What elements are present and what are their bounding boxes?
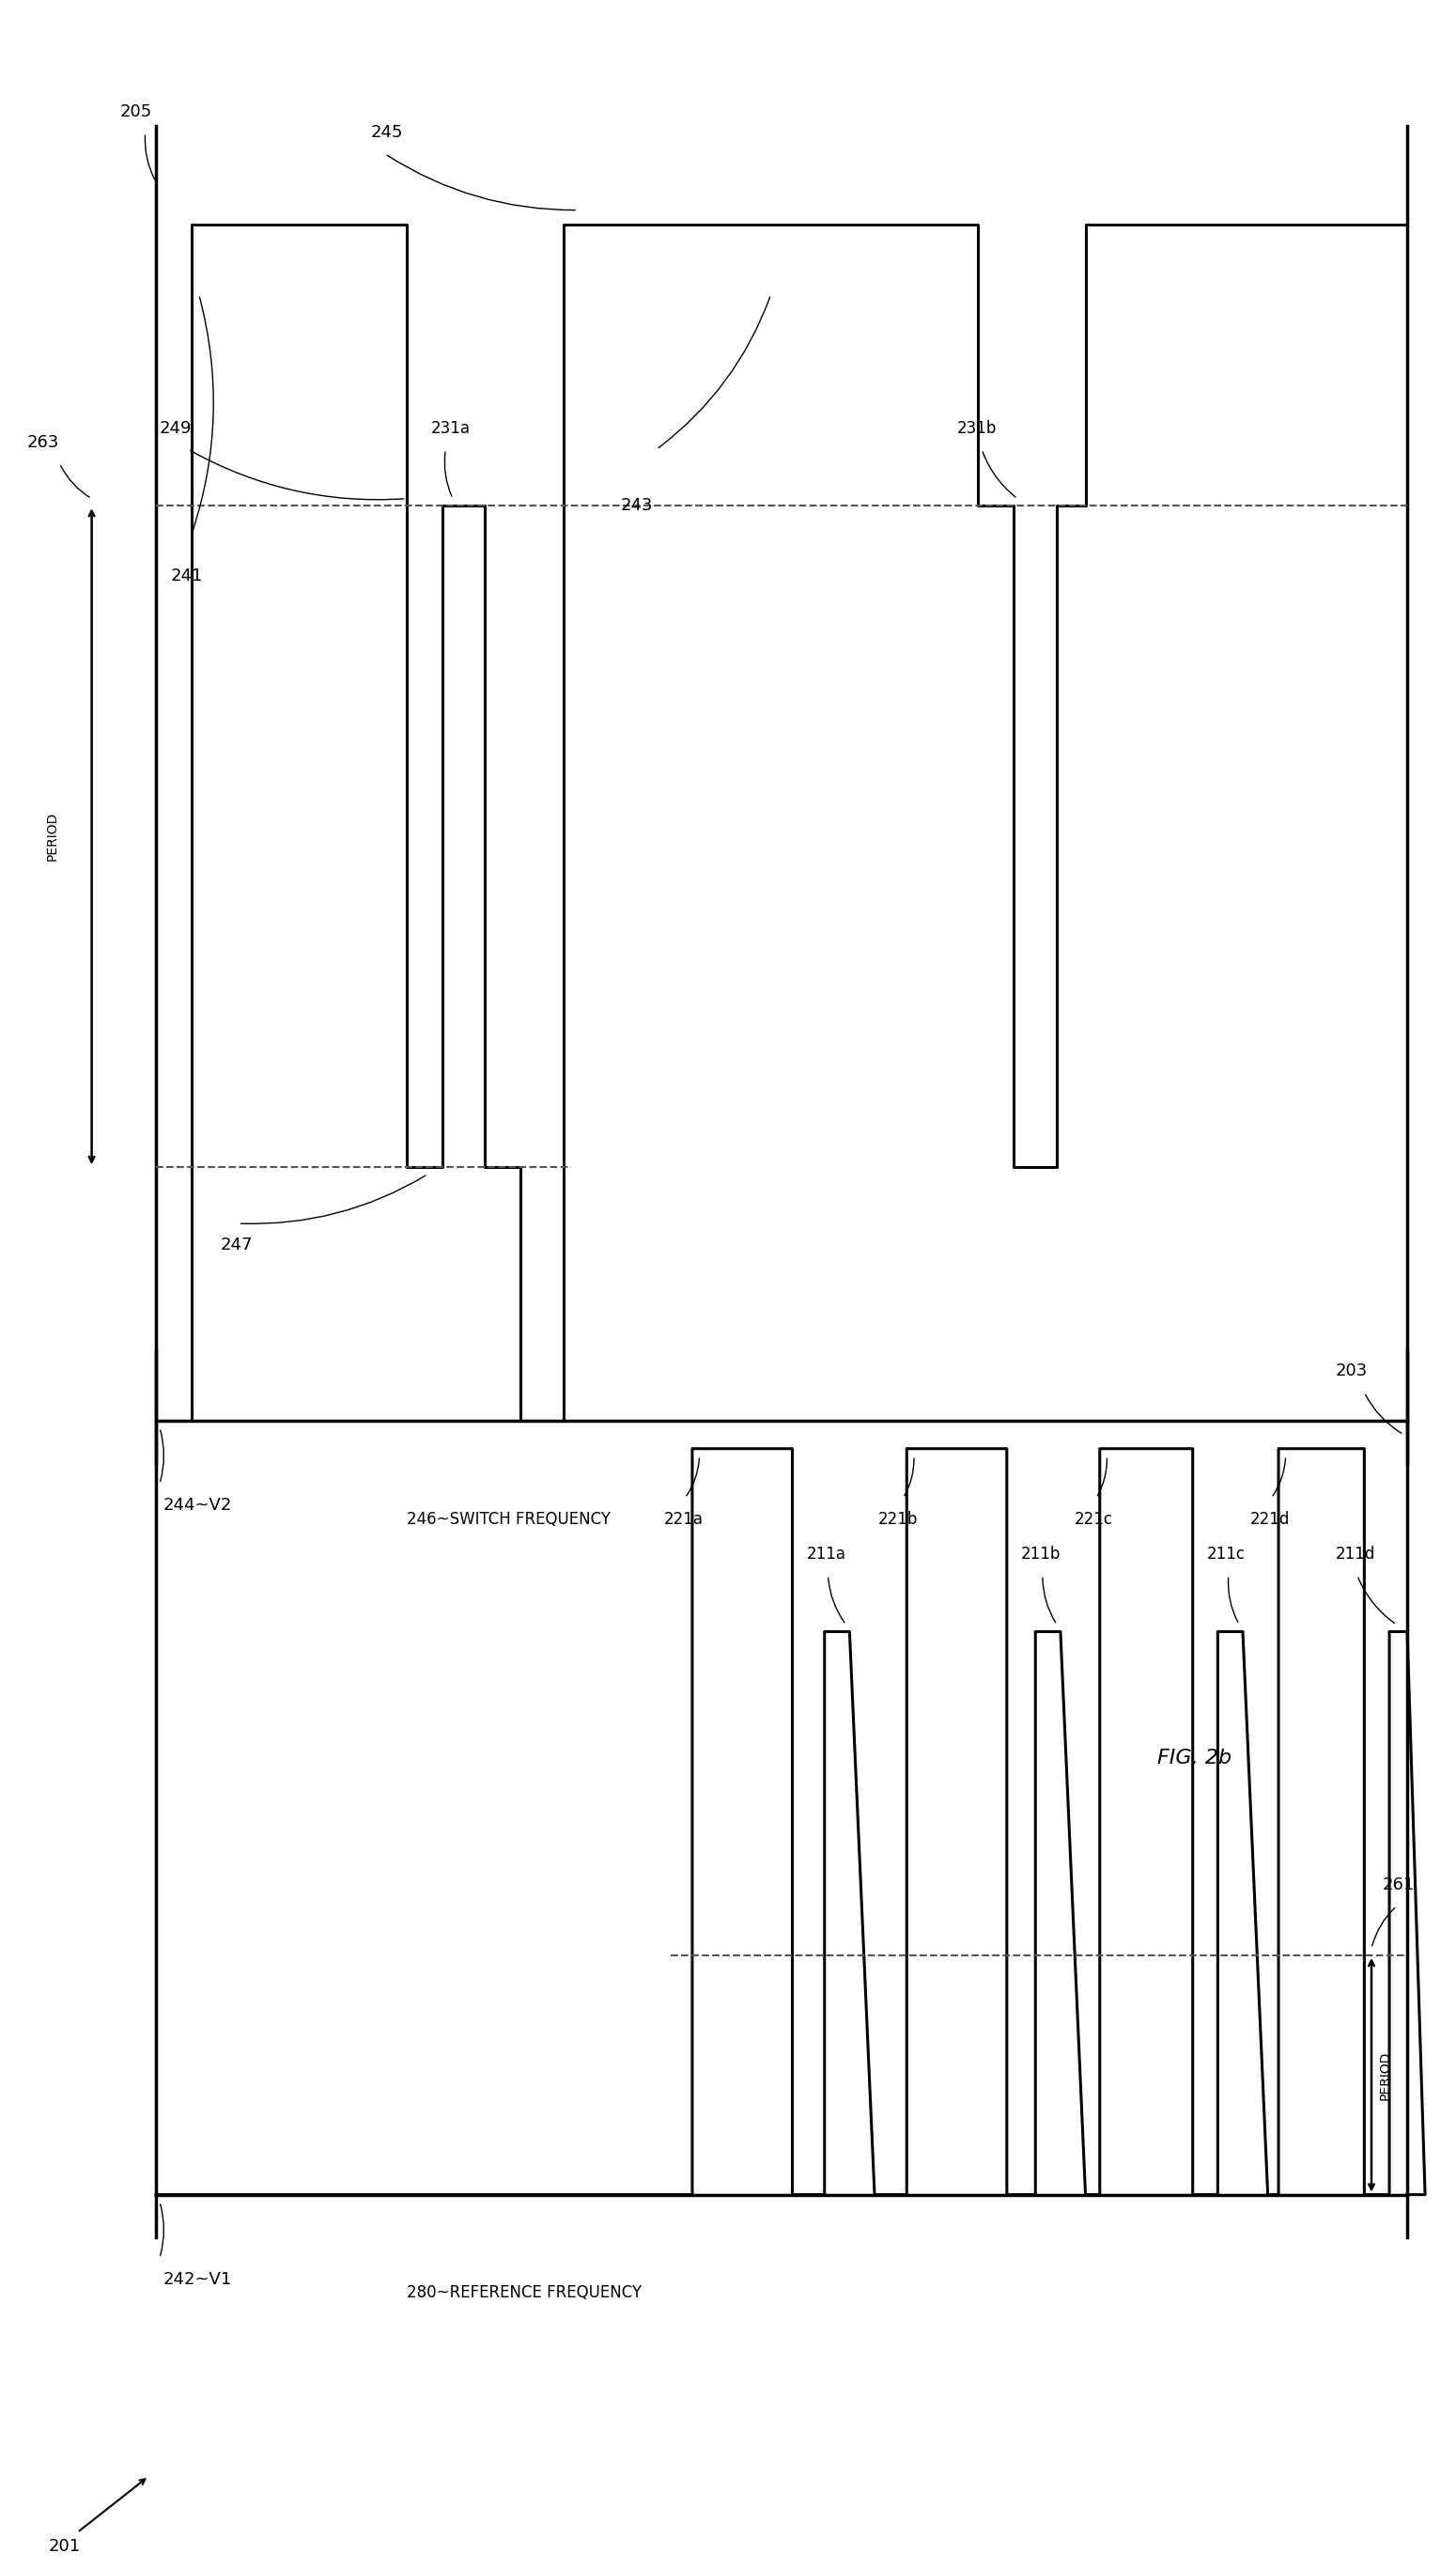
Text: 249: 249 <box>160 419 192 437</box>
Text: 221c: 221c <box>1075 1510 1114 1528</box>
Text: 263: 263 <box>28 434 60 452</box>
Text: 231b: 231b <box>957 419 996 437</box>
Text: PERIOD: PERIOD <box>1379 2049 1392 2101</box>
Text: 221b: 221b <box>878 1510 917 1528</box>
Text: 203: 203 <box>1335 1364 1367 1379</box>
Text: 231a: 231a <box>431 419 470 437</box>
Text: 247: 247 <box>220 1235 253 1253</box>
Text: 221d: 221d <box>1249 1510 1290 1528</box>
Text: PERIOD: PERIOD <box>45 811 58 860</box>
Text: 244~V2: 244~V2 <box>163 1497 232 1513</box>
Text: 211d: 211d <box>1335 1546 1376 1564</box>
Text: 261: 261 <box>1382 1877 1414 1893</box>
Text: 221a: 221a <box>664 1510 703 1528</box>
Text: 243: 243 <box>620 498 654 514</box>
Text: 211a: 211a <box>807 1546 846 1564</box>
Text: 211b: 211b <box>1021 1546 1061 1564</box>
Text: 201: 201 <box>50 2537 82 2555</box>
Text: 241: 241 <box>170 568 202 586</box>
Text: 211c: 211c <box>1207 1546 1245 1564</box>
Text: 280~REFERENCE FREQUENCY: 280~REFERENCE FREQUENCY <box>406 2286 641 2301</box>
Text: 245: 245 <box>370 123 403 141</box>
Text: 205: 205 <box>121 103 153 121</box>
Text: 242~V1: 242~V1 <box>163 2270 232 2288</box>
Text: FIG. 2b: FIG. 2b <box>1158 1749 1232 1767</box>
Text: 246~SWITCH FREQUENCY: 246~SWITCH FREQUENCY <box>406 1510 610 1528</box>
